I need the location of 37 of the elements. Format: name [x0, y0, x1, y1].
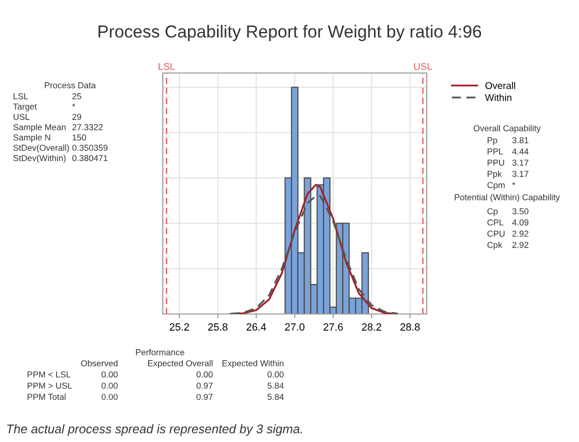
- text: PPM < LSL 0.00 0.00 0.00: [28, 371, 284, 378]
- x-tick-label: 27.0: [285, 323, 304, 331]
- text: PPL 4.44: [488, 148, 529, 154]
- text: Ppk 3.17: [488, 170, 528, 179]
- text: StDev(Within) 0.380471: [13, 154, 108, 163]
- text: Process Data: [44, 82, 96, 88]
- text: Sample Mean 27.3322: [13, 124, 103, 132]
- text: Cp 3.50: [487, 208, 528, 216]
- text: Cpk 2.92: [487, 242, 528, 250]
- text: Target *: [13, 104, 76, 112]
- text: LSL 25: [14, 93, 82, 100]
- text: Sample N 150: [13, 134, 86, 142]
- text: Observed Expected Overall Expected Within: [81, 360, 284, 368]
- x-tick-label: 28.8: [400, 323, 420, 331]
- text: Performance: [136, 348, 184, 356]
- x-tick-label: 27.6: [324, 323, 343, 331]
- text: The actual process spread is represented by 3 sigma.: [7, 424, 302, 436]
- ref-line-label: USL: [414, 62, 432, 70]
- text: USL 29: [14, 114, 82, 120]
- legend-label: Within: [484, 94, 512, 101]
- ref-line-label: LSL: [158, 62, 175, 70]
- text: PPU 3.17: [488, 160, 528, 166]
- text: CPL 4.09: [487, 219, 528, 226]
- text: StDev(Overall) 0.350359: [13, 144, 108, 153]
- text: Cpm *: [487, 182, 516, 190]
- text: Pp 3.81: [488, 137, 528, 146]
- text: Potential (Within) Capability: [454, 194, 560, 202]
- text: PPM Total 0.00 0.97 5.84: [28, 394, 284, 400]
- text: Overall Capability: [474, 124, 541, 134]
- text: PPM > USL 0.00 0.97 5.84: [28, 382, 284, 389]
- x-tick-label: 28.2: [362, 323, 382, 331]
- chart-title: Process Capability Report for Weight by ratio 4:96: [98, 24, 482, 42]
- text: CPU 2.92: [487, 230, 528, 237]
- legend-label: Overall: [485, 82, 516, 90]
- x-tick-label: 25.2: [170, 323, 189, 331]
- x-tick-label: 25.8: [208, 323, 228, 331]
- x-tick-label: 26.4: [246, 323, 266, 331]
